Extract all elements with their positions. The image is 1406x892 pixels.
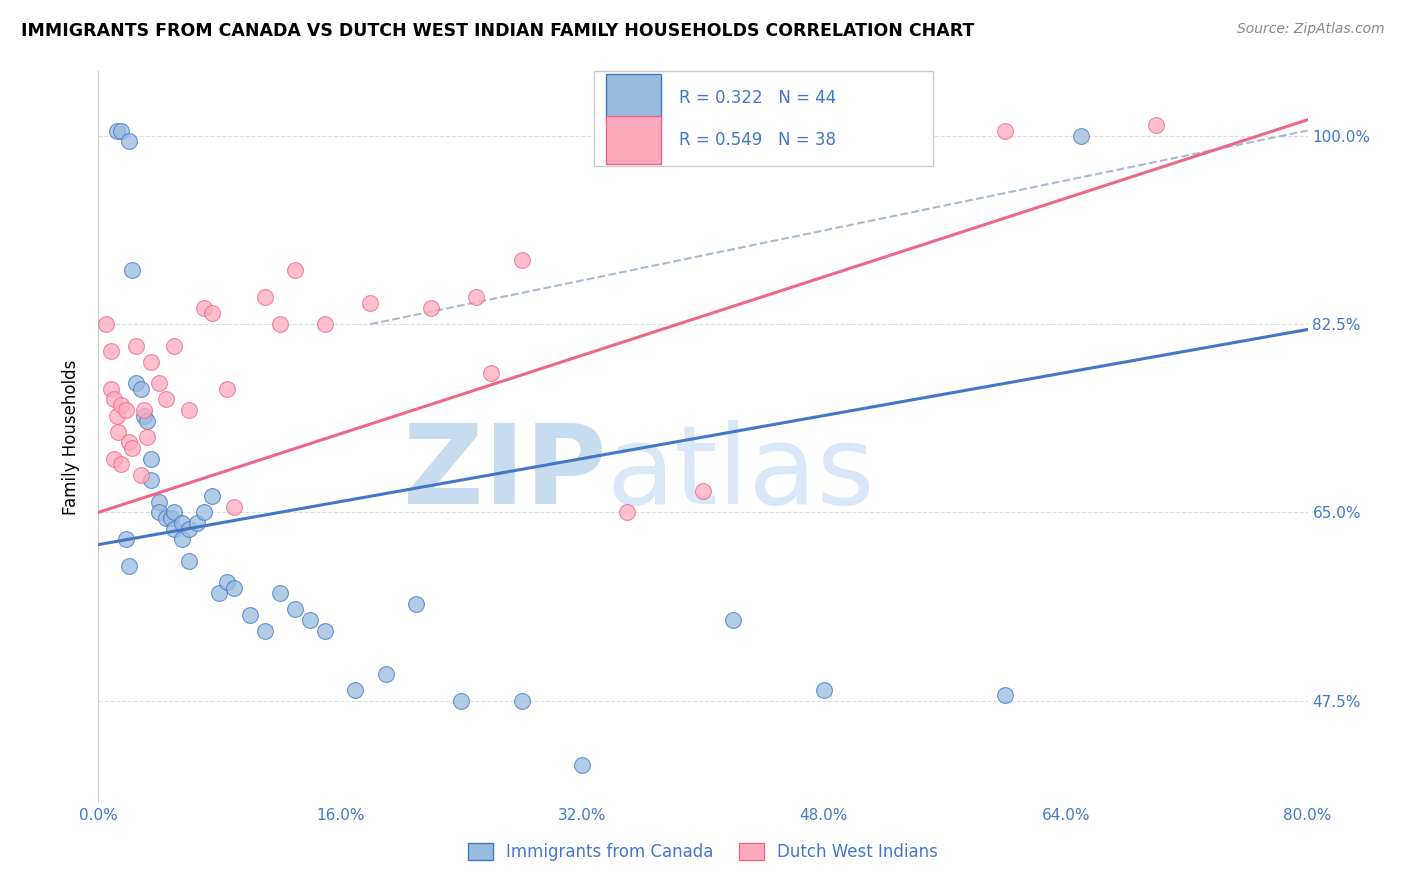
Point (107, 425, 129, 439)
Point (994, 688, 1017, 702)
Point (121, 441, 143, 455)
Point (284, 602, 307, 616)
Point (148, 376, 170, 391)
FancyBboxPatch shape (595, 71, 932, 167)
Point (1146, 118, 1168, 132)
Point (284, 263, 307, 277)
Point (193, 505, 215, 519)
Text: R = 0.549   N = 38: R = 0.549 N = 38 (679, 131, 835, 149)
Point (224, 581, 246, 595)
Y-axis label: Family Households: Family Households (62, 359, 80, 515)
Point (299, 613, 322, 627)
Point (510, 252, 533, 267)
Point (692, 483, 714, 498)
Point (314, 624, 336, 638)
Point (141, 451, 163, 466)
Point (160, 510, 183, 524)
Point (420, 301, 443, 315)
Point (450, 693, 472, 707)
Point (170, 516, 193, 530)
Point (129, 382, 152, 396)
Point (125, 376, 148, 391)
Point (571, 758, 593, 772)
Point (125, 338, 148, 352)
Point (132, 409, 155, 423)
Point (105, 409, 128, 423)
Point (114, 403, 136, 417)
Text: IMMIGRANTS FROM CANADA VS DUTCH WEST INDIAN FAMILY HOUSEHOLDS CORRELATION CHART: IMMIGRANTS FROM CANADA VS DUTCH WEST IND… (21, 22, 974, 40)
Point (253, 624, 276, 638)
Point (110, 398, 132, 412)
Point (179, 403, 201, 417)
Point (269, 317, 291, 331)
Point (179, 554, 201, 568)
Point (103, 451, 125, 466)
Point (141, 473, 163, 487)
Point (186, 516, 208, 530)
Point (994, 123, 1017, 137)
Point (179, 521, 201, 535)
Point (148, 494, 170, 508)
FancyBboxPatch shape (606, 74, 661, 121)
Point (269, 586, 291, 600)
Point (813, 682, 835, 697)
Point (118, 435, 141, 450)
Point (723, 613, 745, 627)
Point (148, 505, 170, 519)
Point (374, 666, 396, 681)
Text: R = 0.322   N = 44: R = 0.322 N = 44 (679, 89, 837, 107)
Point (100, 344, 122, 359)
Point (201, 306, 224, 320)
Point (170, 533, 193, 547)
Point (105, 123, 128, 137)
Point (314, 317, 336, 331)
Point (215, 382, 238, 396)
Point (163, 505, 186, 519)
Point (110, 457, 132, 471)
Point (224, 500, 246, 514)
Point (118, 559, 141, 574)
Point (141, 355, 163, 369)
Point (114, 533, 136, 547)
Point (103, 392, 125, 407)
Point (163, 521, 186, 535)
Point (360, 295, 382, 310)
Point (481, 366, 503, 380)
Point (94, 317, 117, 331)
Point (215, 575, 238, 590)
Legend: Immigrants from Canada, Dutch West Indians: Immigrants from Canada, Dutch West India… (461, 836, 945, 868)
Text: atlas: atlas (606, 420, 875, 527)
Point (344, 682, 367, 697)
Point (193, 301, 215, 315)
Point (465, 290, 488, 304)
Point (110, 123, 132, 137)
Point (163, 338, 186, 352)
Point (155, 392, 177, 407)
Point (155, 510, 177, 524)
Point (132, 403, 155, 417)
Point (510, 693, 533, 707)
Point (253, 290, 276, 304)
Point (405, 597, 427, 611)
Point (129, 467, 152, 482)
Point (121, 263, 143, 277)
Point (201, 489, 224, 503)
Point (135, 430, 157, 444)
Point (135, 414, 157, 428)
Point (1070, 128, 1092, 143)
Point (208, 586, 231, 600)
Point (100, 382, 122, 396)
Point (118, 134, 141, 148)
Point (239, 607, 262, 622)
FancyBboxPatch shape (606, 116, 661, 163)
Text: ZIP: ZIP (404, 420, 606, 527)
Point (616, 505, 638, 519)
Text: Source: ZipAtlas.com: Source: ZipAtlas.com (1237, 22, 1385, 37)
